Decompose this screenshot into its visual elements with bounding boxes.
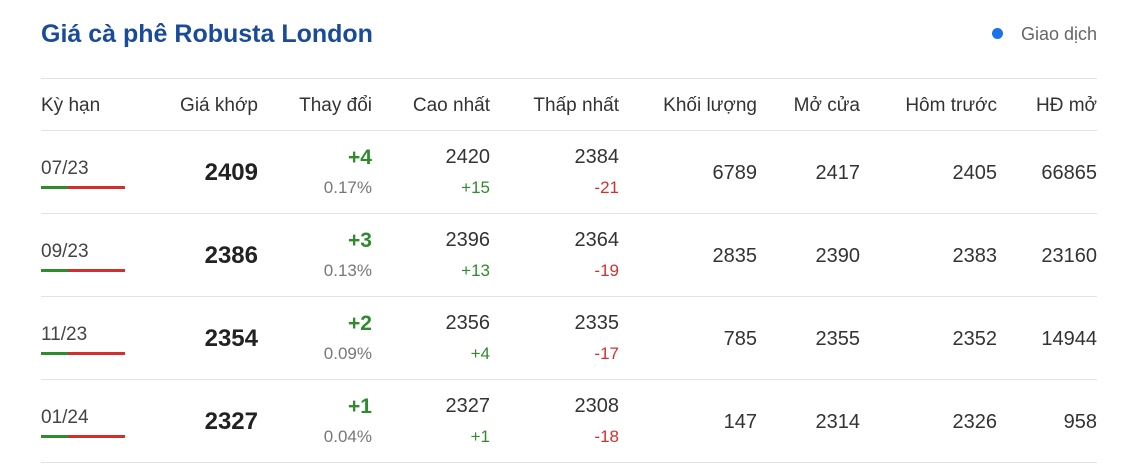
volume: 6789 <box>712 162 758 184</box>
high: 2356 <box>445 312 491 334</box>
low: 2384 <box>574 146 620 168</box>
column-header: Cao nhất <box>412 95 490 116</box>
range-bar-high <box>68 269 125 272</box>
range-bar-low <box>41 186 68 189</box>
open: 2355 <box>815 328 861 350</box>
high: 2327 <box>445 395 491 417</box>
change-percent: 0.09% <box>323 344 372 363</box>
low-diff: -19 <box>594 261 619 280</box>
price: 2409 <box>204 159 258 186</box>
open-interest: 14944 <box>1041 328 1097 350</box>
divider <box>41 213 1097 214</box>
price: 2327 <box>204 408 258 435</box>
previous: 2352 <box>952 328 998 350</box>
status-dot <box>992 28 1003 39</box>
term: 11/23 <box>41 324 88 345</box>
high-diff: +15 <box>461 178 490 197</box>
column-header: Hôm trước <box>905 95 997 116</box>
open: 2314 <box>815 411 861 433</box>
high: 2420 <box>445 146 491 168</box>
change-percent: 0.17% <box>323 178 372 197</box>
price: 2354 <box>204 325 258 352</box>
previous: 2326 <box>952 411 998 433</box>
high-diff: +13 <box>461 261 490 280</box>
high-diff: +4 <box>470 344 490 363</box>
divider <box>41 130 1097 131</box>
high: 2396 <box>445 229 491 251</box>
change: +3 <box>348 229 372 252</box>
range-bar-low <box>41 352 68 355</box>
term: 09/23 <box>41 241 89 262</box>
volume: 147 <box>723 411 757 433</box>
range-bar-low <box>41 269 68 272</box>
column-header: Thay đổi <box>299 95 372 116</box>
divider <box>41 462 1097 463</box>
divider <box>41 379 1097 380</box>
change: +2 <box>348 312 372 335</box>
low: 2364 <box>574 229 620 251</box>
change: +1 <box>348 395 372 418</box>
range-bar-high <box>68 352 125 355</box>
title: Giá cà phê Robusta London <box>41 20 373 48</box>
change-percent: 0.13% <box>323 261 372 280</box>
divider <box>41 78 1097 79</box>
column-header: Kỳ hạn <box>41 95 101 116</box>
price: 2386 <box>204 242 258 269</box>
change-percent: 0.04% <box>323 427 372 446</box>
status: Giao dịch <box>1020 24 1097 44</box>
open: 2417 <box>815 162 861 184</box>
term: 07/23 <box>41 158 89 179</box>
volume: 785 <box>723 328 757 350</box>
change: +4 <box>348 146 372 169</box>
volume: 2835 <box>712 245 758 267</box>
low-diff: -18 <box>594 427 619 446</box>
column-header: HĐ mở <box>1035 95 1097 116</box>
high-diff: +1 <box>470 427 490 446</box>
open-interest: 23160 <box>1041 245 1097 267</box>
range-bar-low <box>41 435 68 438</box>
low: 2335 <box>574 312 620 334</box>
low-diff: -21 <box>594 178 619 197</box>
column-header: Giá khớp <box>180 95 258 116</box>
divider <box>41 296 1097 297</box>
term: 01/24 <box>41 407 89 428</box>
column-header: Mở cửa <box>793 95 860 116</box>
low-diff: -17 <box>594 344 619 363</box>
column-header: Khối lượng <box>663 95 757 116</box>
open-interest: 66865 <box>1041 162 1097 184</box>
low: 2308 <box>574 395 620 417</box>
range-bar-high <box>68 435 125 438</box>
previous: 2383 <box>952 245 998 267</box>
previous: 2405 <box>952 162 998 184</box>
open: 2390 <box>815 245 861 267</box>
range-bar-high <box>68 186 125 189</box>
open-interest: 958 <box>1063 411 1097 433</box>
column-header: Thấp nhất <box>533 95 619 116</box>
